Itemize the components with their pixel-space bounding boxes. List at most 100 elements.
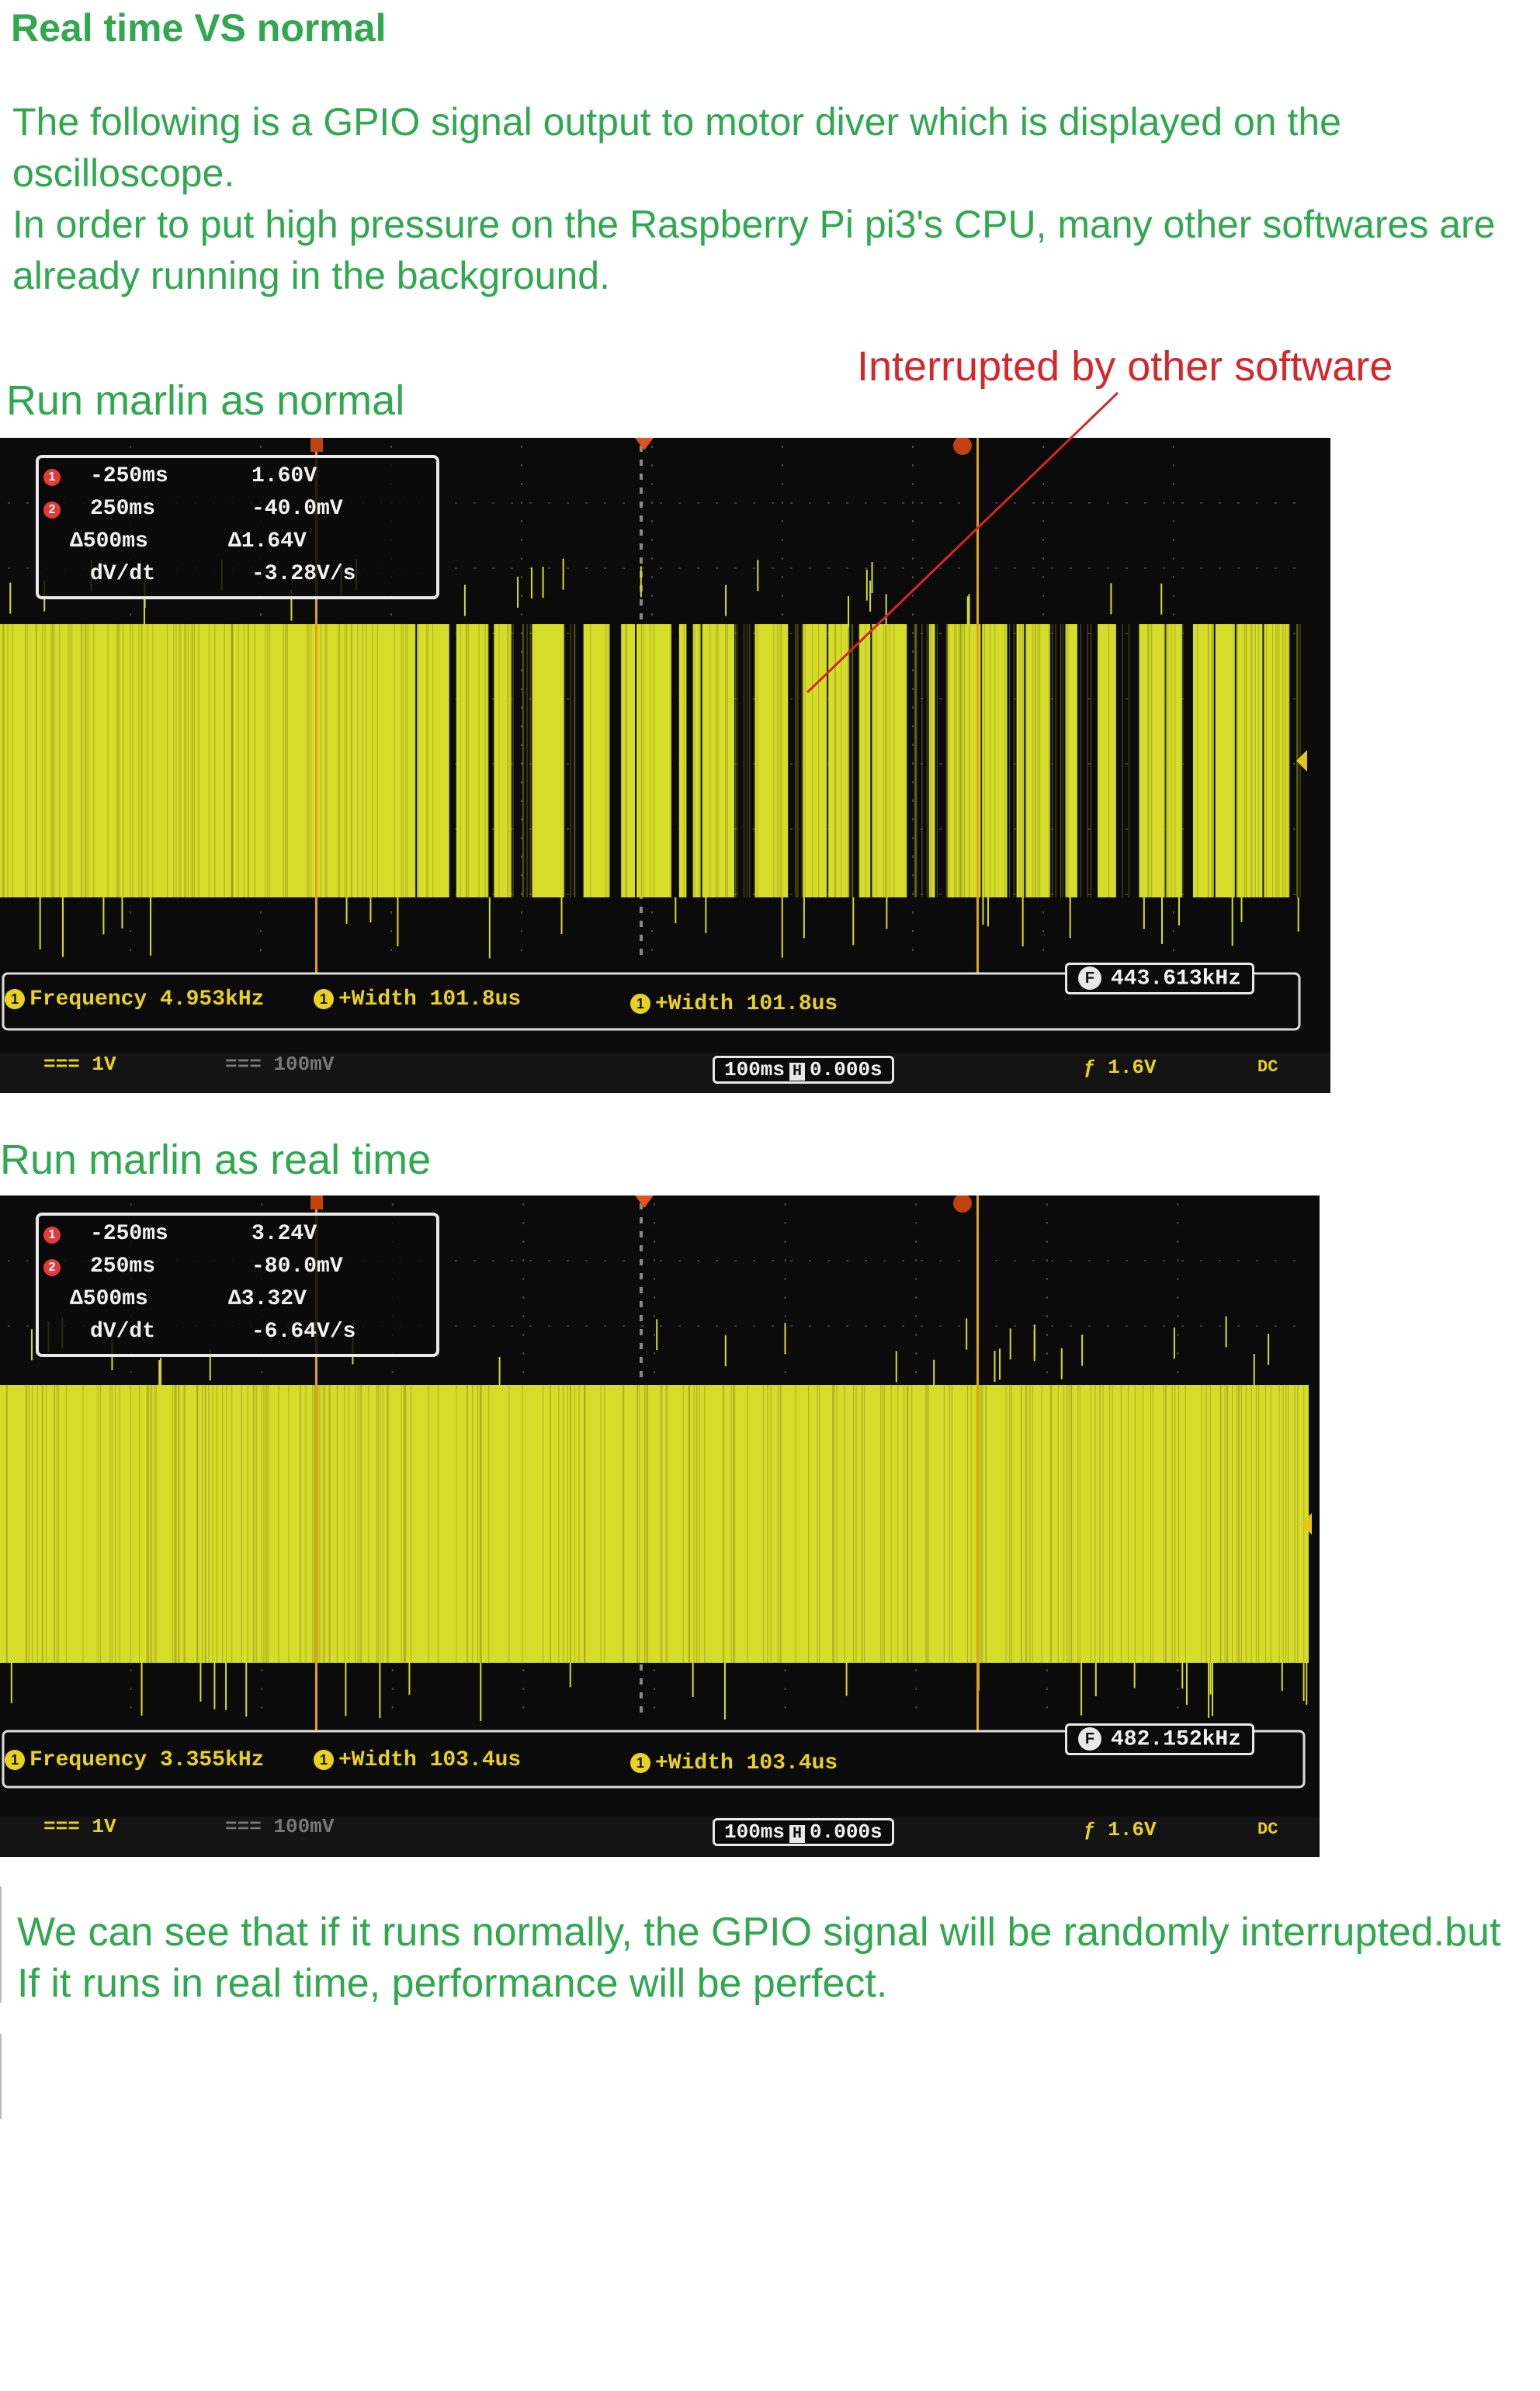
signal-texture: [1245, 1385, 1247, 1663]
signal-texture: [522, 624, 524, 897]
grid-dot: [1173, 576, 1174, 578]
signal-texture: [692, 624, 694, 897]
grid-dot: [651, 464, 653, 467]
signal-texture: [376, 1385, 377, 1663]
grid-dot: [641, 1325, 643, 1327]
signal-texture: [324, 624, 326, 897]
grid-dot: [455, 763, 457, 765]
grid-dot: [511, 633, 513, 634]
signal-texture: [883, 1385, 885, 1663]
signal-texture: [928, 1385, 929, 1663]
signal-texture: [194, 624, 196, 897]
signal-texture: [97, 1385, 99, 1663]
grid-dot: [1070, 567, 1072, 569]
measure-width-2-text: +Width 103.4us: [655, 1751, 838, 1775]
signal-spike: [1306, 1663, 1308, 1705]
grid-dot: [521, 669, 522, 671]
signal-pulse: [1215, 624, 1235, 897]
signal-texture: [175, 1385, 176, 1663]
signal-texture: [44, 624, 46, 897]
grid-dot: [1293, 828, 1295, 830]
signal-texture: [401, 1385, 402, 1663]
signal-spike: [845, 1663, 848, 1696]
grid-dot: [1173, 911, 1174, 914]
signal-spike: [1185, 1663, 1188, 1706]
grid-dot: [548, 1325, 550, 1327]
signal-spike: [933, 1359, 935, 1391]
center-dash: [640, 1329, 643, 1335]
grid-dot: [915, 1669, 917, 1671]
signal-texture: [26, 1385, 27, 1663]
intro-text: The following is a GPIO signal output to…: [12, 96, 1534, 301]
signal-texture: [725, 624, 727, 897]
signal-texture: [709, 624, 711, 897]
channel-1-scale-value: 1V: [92, 1815, 116, 1838]
grid-dot: [912, 762, 914, 765]
signal-spike: [209, 1349, 211, 1381]
grid-dot: [915, 1296, 917, 1299]
scope-2-label: Run marlin as real time: [0, 1137, 432, 1183]
signal-texture: [248, 624, 249, 897]
signal-texture: [288, 1385, 290, 1663]
grid-dot: [1126, 633, 1128, 634]
grid-dot: [529, 1325, 532, 1327]
signal-texture: [949, 1385, 950, 1663]
left-divider-line-2: [0, 2034, 2, 2119]
signal-texture: [339, 624, 341, 897]
signal-texture: [241, 1385, 242, 1663]
grid-dot: [753, 502, 755, 504]
signal-texture: [1099, 1385, 1101, 1663]
status-bar: [0, 1817, 1320, 1857]
measure-width-1: 1 +Width 101.8us: [314, 987, 521, 1012]
counter-value: 443.613kHz: [1111, 966, 1242, 991]
channel-1-badge: 1: [630, 993, 650, 1014]
grid-dot: [1107, 1260, 1109, 1261]
grid-dot: [604, 567, 606, 569]
signal-texture: [796, 624, 798, 897]
grid-dot: [1163, 567, 1165, 569]
signal-texture: [880, 1385, 882, 1663]
grid-dot: [260, 446, 262, 448]
signal-spike: [140, 1663, 143, 1716]
signal-texture: [801, 624, 803, 897]
grid-dot: [261, 1203, 263, 1206]
signal-texture: [52, 624, 54, 897]
grid-dot: [654, 1352, 655, 1355]
grid-dot: [1046, 1352, 1048, 1355]
signal-texture: [1039, 624, 1041, 897]
signal-texture: [832, 1385, 834, 1663]
measure-width-2: 1 +Width 103.4us: [630, 1751, 838, 1775]
grid-dot: [1275, 502, 1277, 504]
measure-width-1-text: +Width 101.8us: [338, 987, 522, 1012]
grid-dot: [130, 613, 131, 616]
signal-pulse: [456, 624, 489, 897]
grid-dot: [651, 520, 653, 522]
grid-dot: [784, 1259, 786, 1261]
signal-texture: [550, 1385, 551, 1663]
signal-texture: [201, 1385, 203, 1663]
grid-dot: [784, 1222, 786, 1224]
signal-texture: [717, 624, 719, 897]
grid-dot: [772, 502, 774, 504]
signal-spike: [966, 1318, 968, 1350]
grid-dot: [521, 930, 522, 932]
grid-dot: [782, 557, 783, 560]
signal-pulse: [1236, 624, 1263, 897]
intro-line-2: In order to put high pressure on the Ras…: [12, 203, 1496, 297]
grid-dot: [1014, 567, 1016, 569]
grid-dot: [1181, 502, 1184, 504]
signal-texture: [964, 624, 966, 897]
grid-dot: [939, 567, 942, 569]
grid-dot: [753, 828, 755, 830]
grid-dot: [1088, 763, 1091, 765]
signal-texture: [1057, 1385, 1059, 1663]
signal-texture: [438, 1385, 439, 1663]
signal-texture: [1108, 624, 1110, 897]
grid-dot: [995, 1260, 997, 1261]
dvdt-value: -3.28V/s: [251, 562, 356, 586]
grid-dot: [522, 1371, 525, 1373]
signal-texture: [368, 1385, 369, 1663]
signal-texture: [604, 1385, 605, 1663]
signal-texture: [355, 1385, 356, 1663]
signal-spike: [1110, 583, 1112, 615]
